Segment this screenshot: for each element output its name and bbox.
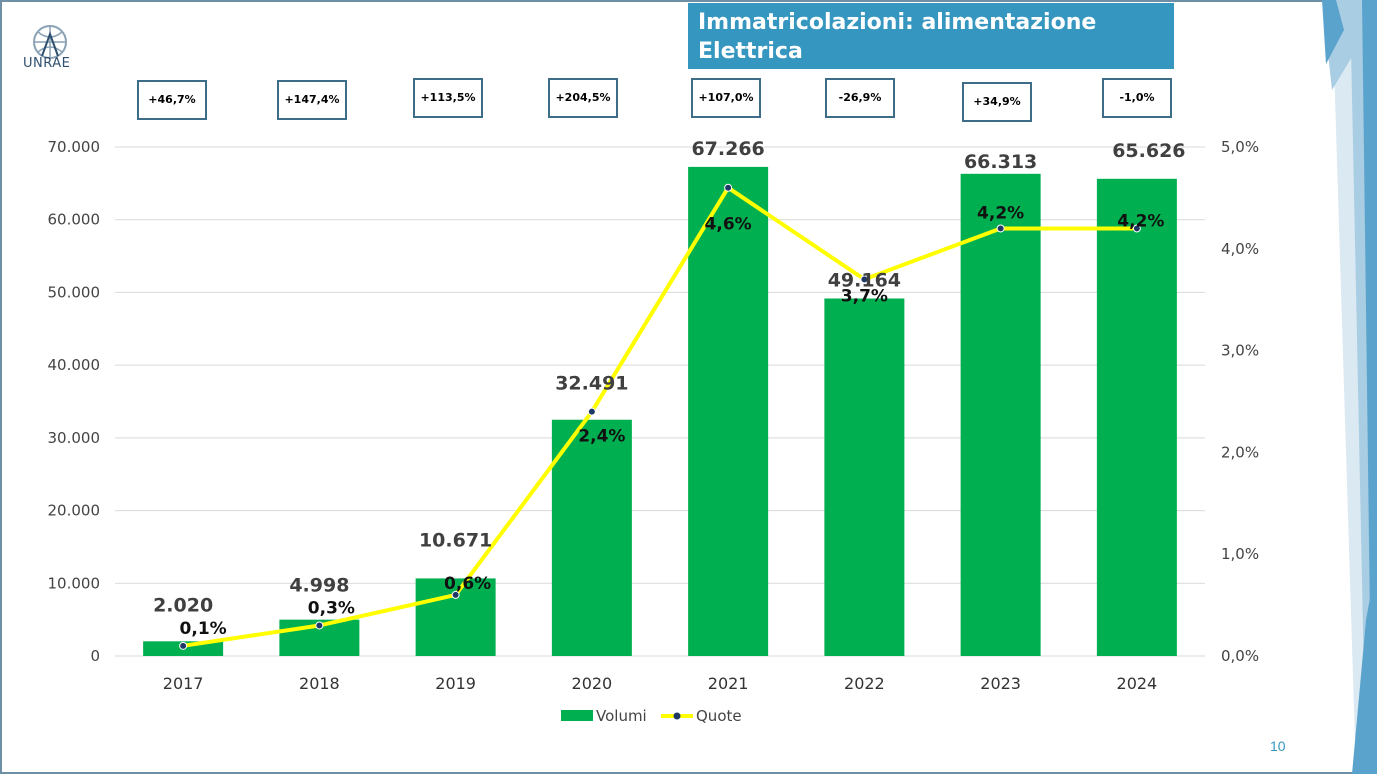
x-tick-label: 2022 bbox=[844, 674, 885, 693]
x-tick-label: 2024 bbox=[1117, 674, 1158, 693]
yoy-change-box: +107,0% bbox=[691, 78, 761, 118]
yoy-change-box: +204,5% bbox=[548, 78, 618, 118]
yoy-change-box: +34,9% bbox=[962, 82, 1032, 122]
yoy-change-box: -26,9% bbox=[825, 78, 895, 118]
bar-value-label: 67.266 bbox=[691, 138, 764, 160]
y-right-tick-label: 0,0% bbox=[1221, 647, 1259, 665]
yoy-change-box: +46,7% bbox=[137, 80, 207, 120]
point-quote bbox=[315, 621, 324, 630]
line-value-label: 3,7% bbox=[841, 286, 888, 306]
legend-marker-quote bbox=[673, 712, 681, 720]
bar-volumi bbox=[551, 419, 632, 656]
y-left-tick-label: 50.000 bbox=[48, 283, 101, 301]
y-right-tick-label: 4,0% bbox=[1221, 240, 1259, 258]
y-right-tick-label: 1,0% bbox=[1221, 545, 1259, 563]
legend-label-quote: Quote bbox=[696, 707, 742, 725]
point-quote bbox=[860, 275, 869, 284]
bar-value-label: 65.626 bbox=[1112, 140, 1185, 162]
point-quote bbox=[587, 407, 596, 416]
y-left-tick-label: 30.000 bbox=[48, 429, 101, 447]
y-left-tick-label: 70.000 bbox=[48, 138, 101, 156]
y-right-tick-label: 3,0% bbox=[1221, 342, 1259, 360]
y-left-tick-label: 20.000 bbox=[48, 502, 101, 520]
x-tick-label: 2018 bbox=[299, 674, 340, 693]
x-tick-label: 2021 bbox=[708, 674, 749, 693]
point-quote bbox=[1132, 224, 1141, 233]
y-left-tick-label: 0 bbox=[90, 647, 100, 665]
point-quote bbox=[724, 183, 733, 192]
line-value-label: 4,2% bbox=[977, 203, 1024, 223]
line-value-label: 2,4% bbox=[578, 427, 625, 447]
logo-text: UNRAE bbox=[23, 56, 71, 71]
bar-volumi bbox=[960, 173, 1041, 656]
x-tick-label: 2023 bbox=[980, 674, 1021, 693]
chart: 0 10.000 20.000 30.000 40.000 50.000 60.000 70.… bbox=[48, 138, 1260, 725]
bar-value-label: 4.998 bbox=[289, 575, 349, 597]
bar-volumi bbox=[824, 298, 905, 656]
legend-label-volumi: Volumi bbox=[596, 707, 647, 725]
page-number: 10 bbox=[1270, 738, 1286, 754]
line-value-label: 0,3% bbox=[308, 598, 355, 618]
slide-title: Immatricolazioni: alimentazione Elettric… bbox=[688, 3, 1174, 69]
line-value-label: 4,2% bbox=[1117, 211, 1164, 231]
bar-value-label: 32.491 bbox=[555, 373, 628, 395]
line-value-label: 4,6% bbox=[705, 215, 752, 235]
legend-swatch-volumi bbox=[561, 710, 593, 721]
yoy-change-box: -1,0% bbox=[1102, 78, 1172, 118]
bar-value-label: 10.671 bbox=[419, 529, 492, 551]
bar-value-label: 2.020 bbox=[153, 594, 213, 616]
y-left-tick-label: 10.000 bbox=[48, 574, 101, 592]
point-quote bbox=[996, 224, 1005, 233]
bar-value-label: 49.164 bbox=[828, 270, 901, 292]
y-left-tick-label: 60.000 bbox=[48, 211, 101, 229]
yoy-change-box: +147,4% bbox=[277, 80, 347, 120]
line-quote bbox=[182, 185, 1137, 648]
line-value-label: 0,1% bbox=[180, 619, 227, 639]
x-tick-label: 2019 bbox=[435, 674, 476, 693]
decorative-side-bands bbox=[1322, 0, 1377, 774]
yoy-change-box: +113,5% bbox=[413, 78, 483, 118]
point-quote bbox=[451, 590, 460, 599]
bar-volumi bbox=[1096, 178, 1177, 656]
unrae-logo bbox=[33, 25, 67, 59]
bar-value-label: 66.313 bbox=[964, 151, 1037, 173]
point-quote bbox=[179, 641, 188, 650]
bar-volumi bbox=[688, 166, 769, 657]
y-right-tick-label: 5,0% bbox=[1221, 138, 1259, 156]
x-tick-label: 2017 bbox=[163, 674, 204, 693]
line-value-label: 0,6% bbox=[444, 574, 491, 594]
y-right-tick-label: 2,0% bbox=[1221, 443, 1259, 461]
x-tick-label: 2020 bbox=[572, 674, 613, 693]
y-left-tick-label: 40.000 bbox=[48, 356, 101, 374]
